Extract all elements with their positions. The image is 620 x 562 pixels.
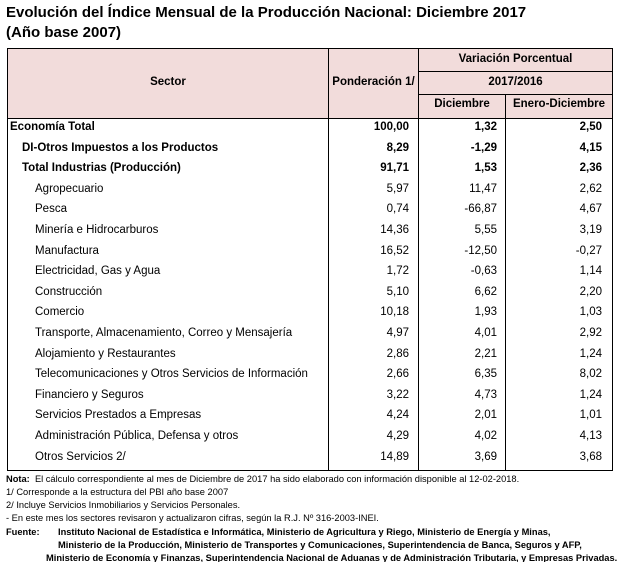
cell-sector: Transporte, Almacenamiento, Correo y Men… xyxy=(35,327,293,339)
note-line: 1/ Corresponde a la estructura del PBI a… xyxy=(6,487,229,497)
cell-value: 3,68 xyxy=(579,450,602,463)
cell-value: -12,50 xyxy=(464,244,497,257)
cell-value: 14,36 xyxy=(380,224,409,236)
cell-sector: Telecomunicaciones y Otros Servicios de … xyxy=(35,368,308,381)
cell-sector: DI-Otros Impuestos a los Productos xyxy=(22,141,219,154)
cell-sector: Total Industrias (Producción) xyxy=(22,162,181,175)
cell-value: 5,97 xyxy=(386,182,409,195)
cell-value: 4,13 xyxy=(579,430,602,442)
cell-value: 1,53 xyxy=(474,162,497,175)
header-cumulative: Enero-Diciembre xyxy=(512,98,606,110)
subtitle: (Año base 2007) xyxy=(6,24,122,41)
cell-sector: Comercio xyxy=(35,306,85,319)
border xyxy=(7,470,613,471)
source-line: Ministerio de Economía y Finanzas, Super… xyxy=(46,553,618,562)
header-period: 2017/2016 xyxy=(488,76,543,88)
note: Nota: El cálculo correspondiente al mes … xyxy=(6,474,519,484)
cell-value: 2,21 xyxy=(474,347,497,360)
cell-value: 8,02 xyxy=(579,368,602,381)
border xyxy=(505,94,506,471)
cell-sector: Otros Servicios 2/ xyxy=(35,450,126,463)
cell-value: -1,29 xyxy=(470,141,497,154)
source-label: Fuente: xyxy=(6,527,40,537)
border xyxy=(418,71,613,72)
cell-value: 1,72 xyxy=(386,265,409,278)
cell-value: 3,19 xyxy=(579,224,602,236)
source-line: Instituto Nacional de Estadística e Info… xyxy=(58,527,551,537)
cell-value: 6,35 xyxy=(474,368,497,381)
cell-sector: Construcción xyxy=(35,285,103,298)
border xyxy=(418,48,419,471)
cell-value: 10,18 xyxy=(380,306,409,319)
cell-value: 5,55 xyxy=(474,224,497,236)
note-label: Nota: xyxy=(6,474,30,484)
cell-sector: Servicios Prestados a Empresas xyxy=(35,409,202,422)
cell-value: 2,36 xyxy=(579,162,602,175)
cell-value: 100,00 xyxy=(373,121,409,133)
cell-sector: Minería e Hidrocarburos xyxy=(35,224,159,236)
cell-value: -0,63 xyxy=(470,265,497,278)
header-bg xyxy=(7,48,612,118)
cell-value: 16,52 xyxy=(380,244,409,257)
header-variation: Variación Porcentual xyxy=(458,53,573,65)
cell-value: 4,02 xyxy=(474,430,497,442)
note-line: 2/ Incluye Servicios Inmobiliarios y Ser… xyxy=(6,500,241,510)
note-line: - En este mes los sectores revisaron y a… xyxy=(6,513,379,523)
cell-value: 1,24 xyxy=(579,347,602,360)
cell-value: 14,89 xyxy=(380,450,409,463)
cell-value: 91,71 xyxy=(380,162,409,175)
border xyxy=(612,48,613,471)
cell-value: -66,87 xyxy=(464,203,497,216)
cell-value: 0,74 xyxy=(386,203,409,216)
cell-sector: Electricidad, Gas y Agua xyxy=(35,265,161,278)
source-line: Ministerio de la Producción, Ministerio … xyxy=(58,540,582,550)
cell-sector: Agropecuario xyxy=(35,182,104,195)
cell-value: 1,03 xyxy=(579,306,602,319)
cell-value: 5,10 xyxy=(386,285,409,298)
cell-value: 2,92 xyxy=(579,327,602,339)
cell-value: 3,69 xyxy=(474,450,497,463)
cell-value: 6,62 xyxy=(474,285,497,298)
cell-value: 1,93 xyxy=(474,306,497,319)
cell-value: 4,29 xyxy=(386,430,409,442)
cell-value: 8,29 xyxy=(386,141,409,154)
cell-value: 4,01 xyxy=(474,327,497,339)
cell-value: 2,62 xyxy=(579,182,602,195)
border xyxy=(328,48,329,471)
cell-value: -0,27 xyxy=(575,244,602,257)
cell-value: 2,50 xyxy=(579,121,602,133)
header-month: Diciembre xyxy=(434,98,490,110)
cell-value: 1,14 xyxy=(579,265,602,278)
cell-value: 1,24 xyxy=(579,388,602,401)
cell-value: 11,47 xyxy=(469,182,497,195)
cell-value: 4,73 xyxy=(474,388,497,401)
border xyxy=(7,48,613,49)
cell-sector: Manufactura xyxy=(35,244,99,257)
header-weight: Ponderación 1/ xyxy=(332,76,415,88)
border xyxy=(7,48,8,471)
cell-sector: Financiero y Seguros xyxy=(35,388,144,401)
cell-value: 2,66 xyxy=(386,368,409,381)
cell-value: 4,97 xyxy=(386,327,409,339)
cell-value: 1,32 xyxy=(474,121,497,133)
cell-sector: Pesca xyxy=(35,203,67,216)
title: Evolución del Índice Mensual de la Produ… xyxy=(6,4,527,21)
cell-value: 3,22 xyxy=(386,388,409,401)
cell-value: 4,67 xyxy=(579,203,602,216)
border xyxy=(7,118,613,119)
cell-value: 2,01 xyxy=(474,409,497,422)
cell-sector: Alojamiento y Restaurantes xyxy=(35,347,176,360)
cell-value: 4,24 xyxy=(386,409,409,422)
cell-value: 2,20 xyxy=(579,285,602,298)
cell-sector: Economía Total xyxy=(10,121,95,133)
header-sector: Sector xyxy=(150,76,186,88)
border xyxy=(418,94,613,95)
cell-sector: Administración Pública, Defensa y otros xyxy=(35,430,239,442)
note-text: El cálculo correspondiente al mes de Dic… xyxy=(34,474,520,484)
cell-value: 1,01 xyxy=(579,409,602,422)
cell-value: 4,15 xyxy=(579,141,602,154)
cell-value: 2,86 xyxy=(386,347,409,360)
